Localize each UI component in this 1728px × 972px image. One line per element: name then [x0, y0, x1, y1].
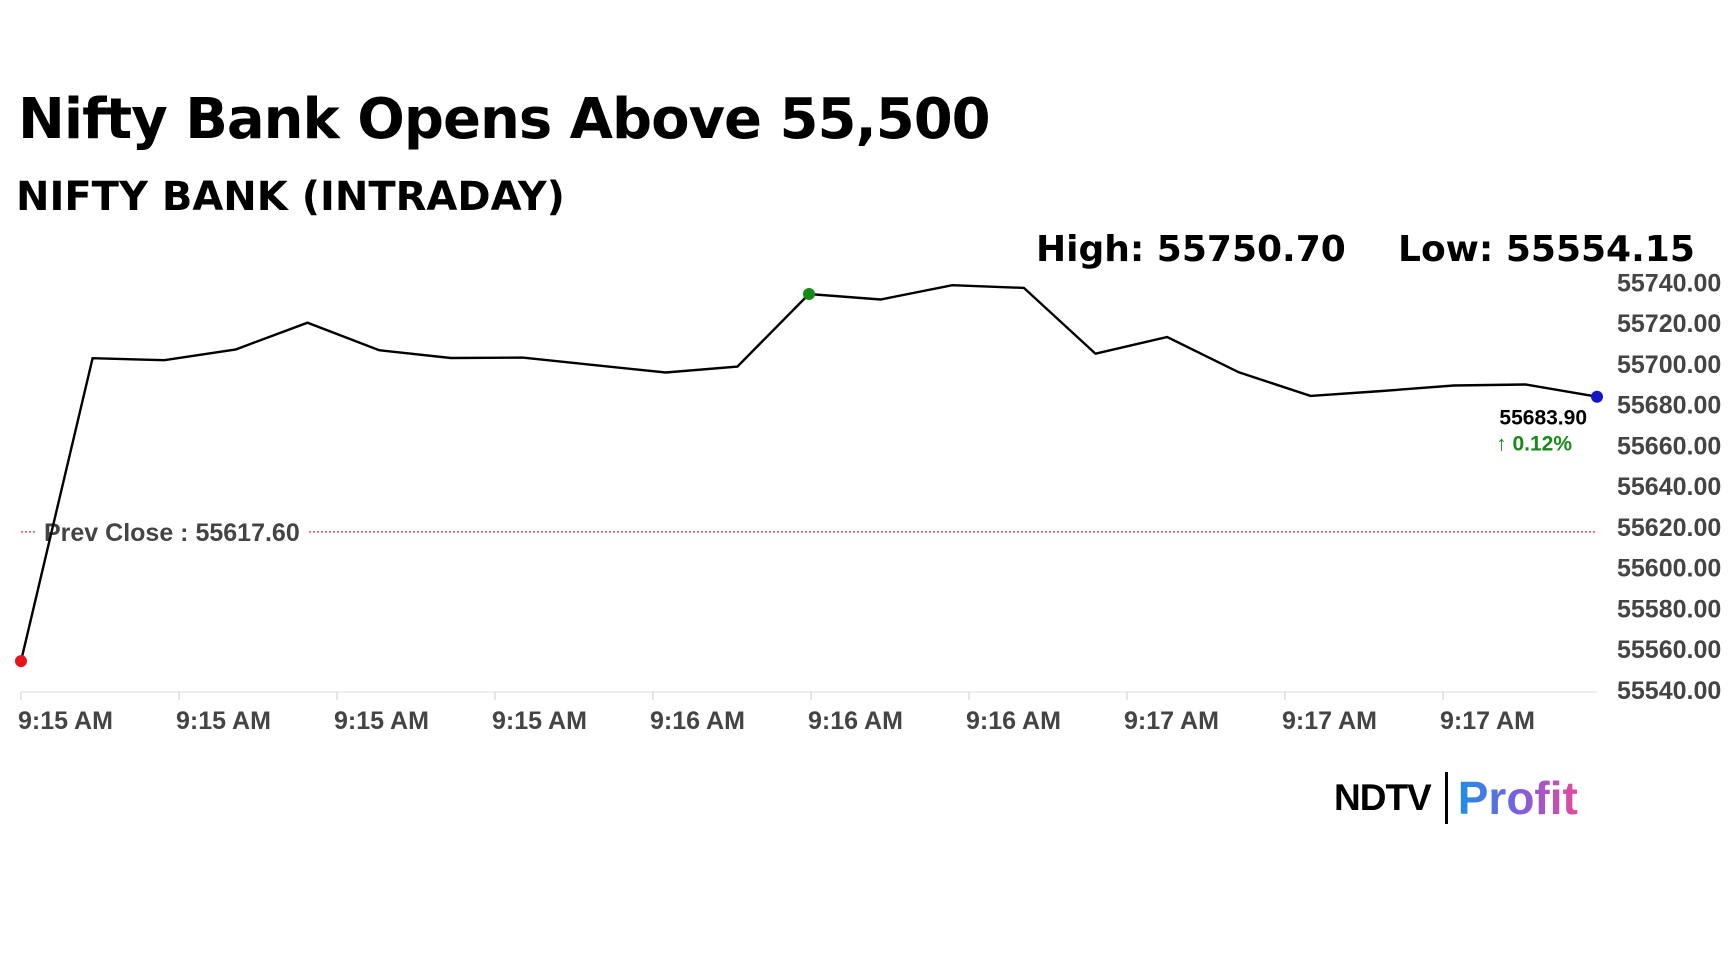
- y-tick-label: 55660.00: [1617, 432, 1721, 460]
- prev-close-label-bg: [36, 516, 308, 549]
- x-tick-label: 9:17 AM: [1124, 707, 1219, 735]
- y-tick-label: 55540.00: [1617, 677, 1721, 705]
- x-tick-label: 9:16 AM: [808, 707, 903, 735]
- prev-close-label: Prev Close : 55617.60: [44, 519, 300, 547]
- y-tick-label: 55620.00: [1617, 514, 1721, 542]
- y-tick-label: 55580.00: [1617, 595, 1721, 623]
- change-percent-label: ↑ 0.12%: [1496, 433, 1572, 456]
- y-tick-label: 55600.00: [1617, 555, 1721, 583]
- y-tick-label: 55640.00: [1617, 473, 1721, 501]
- day-high-marker: [803, 287, 815, 300]
- x-tick-label: 9:17 AM: [1282, 707, 1377, 735]
- x-tick-label: 9:16 AM: [650, 707, 745, 735]
- y-tick-label: 55740.00: [1617, 269, 1721, 297]
- price-series-line: [19, 283, 1598, 662]
- ndtv-profit-logo: NDTV Profit: [1334, 770, 1578, 826]
- x-tick-label: 9:17 AM: [1440, 707, 1535, 735]
- open-low-marker: [15, 655, 27, 668]
- chart-subtitle: NIFTY BANK (INTRADAY): [16, 174, 565, 220]
- day-high-label: High: 55750.70: [1036, 229, 1346, 270]
- logo-divider: [1444, 772, 1448, 824]
- x-tick-label: 9:15 AM: [176, 707, 271, 735]
- profit-wordmark: Profit: [1457, 772, 1578, 824]
- last-price-marker: [1591, 390, 1603, 403]
- day-low-label: Low: 55554.15: [1398, 229, 1695, 270]
- x-tick-label: 9:15 AM: [492, 707, 587, 735]
- y-tick-label: 55700.00: [1617, 351, 1721, 379]
- last-price-label: 55683.90: [1499, 407, 1587, 430]
- x-tick-label: 9:15 AM: [18, 707, 113, 735]
- y-tick-label: 55720.00: [1617, 310, 1721, 338]
- x-tick-label: 9:16 AM: [966, 707, 1061, 735]
- y-tick-label: 55560.00: [1617, 636, 1721, 664]
- x-tick-label: 9:15 AM: [334, 707, 429, 735]
- y-tick-label: 55680.00: [1617, 392, 1721, 420]
- ndtv-wordmark: NDTV: [1334, 777, 1432, 818]
- chart-headline: Nifty Bank Opens Above 55,500: [18, 87, 991, 152]
